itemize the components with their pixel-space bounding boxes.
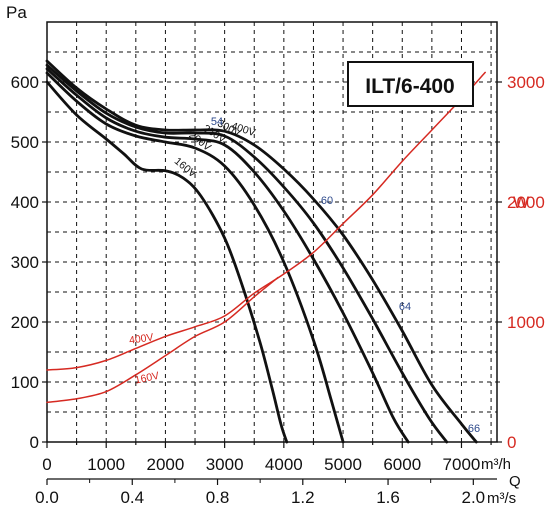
pressure-curve: [45, 59, 478, 444]
tick-marks: [42, 81, 502, 485]
x-tick-label: 1000: [87, 455, 125, 474]
x2-tick-label: 0.0: [35, 488, 59, 507]
y2-tick-label: 2000: [507, 193, 545, 212]
y-tick-label: 300: [11, 253, 39, 272]
title-box-border: [347, 61, 474, 107]
x-tick-label: 4000: [265, 455, 303, 474]
pressure-curve: [45, 67, 410, 444]
x2-tick-label: 0.8: [206, 488, 230, 507]
chart-title: ILT/6-400: [365, 75, 454, 98]
annotation-label: 66: [468, 423, 480, 435]
title-box: ILT/6-400: [347, 61, 474, 107]
x-tick-label: 5000: [324, 455, 362, 474]
series-label: 160V: [172, 155, 199, 180]
y2-tick-label: 1000: [507, 313, 545, 332]
pressure-curve: [45, 63, 449, 444]
y-tick-label: 0: [30, 433, 39, 452]
grid-lines: [47, 22, 497, 442]
x2-tick-label: 1.2: [291, 488, 315, 507]
y-tick-label: 500: [11, 133, 39, 152]
x-tick-label: 7000: [443, 455, 481, 474]
power-curve: [46, 276, 279, 404]
x-tick-label: 0: [42, 455, 51, 474]
x-tick-label: 6000: [383, 455, 421, 474]
y-tick-label: 200: [11, 313, 39, 332]
y-axis-label: Pa: [6, 3, 27, 22]
series-label: 400V: [128, 331, 154, 346]
x-tick-label: 3000: [206, 455, 244, 474]
power-curve: [46, 71, 486, 371]
x-unit-label: m³/h: [481, 456, 511, 473]
plot-frame: [46, 21, 498, 443]
x2-unit-label: m³/s: [487, 490, 516, 507]
x-tick-label: 2000: [147, 455, 185, 474]
y-tick-label: 400: [11, 193, 39, 212]
y-tick-label: 100: [11, 373, 39, 392]
annotation-label: 60: [321, 195, 333, 207]
plot-border: [46, 21, 498, 443]
y2-tick-label: 0: [507, 433, 516, 452]
annotation-label: 64: [399, 301, 411, 313]
y2-axis-label: W: [513, 193, 529, 212]
series-label: 160V: [134, 370, 160, 387]
x2-tick-label: 1.6: [376, 488, 400, 507]
pressure-curve: [45, 80, 289, 444]
series-layer: [45, 59, 486, 444]
q-label: Q: [509, 473, 521, 490]
annotation-label: 54: [211, 116, 223, 128]
x2-tick-label: 0.4: [120, 488, 144, 507]
y-tick-label: 600: [11, 73, 39, 92]
x2-tick-label: 2.0: [461, 488, 485, 507]
pressure-curve: [45, 71, 345, 444]
y2-tick-label: 3000: [507, 73, 545, 92]
